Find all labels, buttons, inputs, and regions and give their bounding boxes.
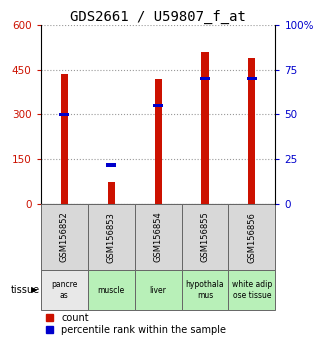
Text: liver: liver xyxy=(150,286,167,295)
Text: hypothala
mus: hypothala mus xyxy=(186,280,224,300)
Title: GDS2661 / U59807_f_at: GDS2661 / U59807_f_at xyxy=(70,10,246,24)
Bar xyxy=(202,52,208,204)
Bar xyxy=(135,204,182,270)
Bar xyxy=(249,58,255,204)
Bar xyxy=(41,270,88,310)
Text: GSM156856: GSM156856 xyxy=(248,212,256,263)
Bar xyxy=(108,182,115,204)
Bar xyxy=(106,163,116,166)
Bar xyxy=(182,270,228,310)
Text: pancre
as: pancre as xyxy=(51,280,77,300)
Bar xyxy=(59,113,69,116)
Text: muscle: muscle xyxy=(97,286,125,295)
Text: tissue: tissue xyxy=(11,285,40,295)
Text: GSM156854: GSM156854 xyxy=(154,212,162,262)
Bar xyxy=(153,104,163,107)
Bar xyxy=(61,74,68,204)
Bar xyxy=(155,79,162,204)
Bar xyxy=(88,204,135,270)
Bar xyxy=(41,204,88,270)
Bar xyxy=(182,204,228,270)
Bar xyxy=(135,270,182,310)
Legend: count, percentile rank within the sample: count, percentile rank within the sample xyxy=(46,313,226,335)
Bar xyxy=(88,270,135,310)
Text: white adip
ose tissue: white adip ose tissue xyxy=(232,280,272,300)
Bar xyxy=(228,270,275,310)
Text: GSM156853: GSM156853 xyxy=(107,212,115,263)
Bar xyxy=(228,204,275,270)
Bar xyxy=(200,77,210,80)
Bar xyxy=(247,77,257,80)
Text: GSM156852: GSM156852 xyxy=(60,212,69,262)
Text: GSM156855: GSM156855 xyxy=(201,212,209,262)
